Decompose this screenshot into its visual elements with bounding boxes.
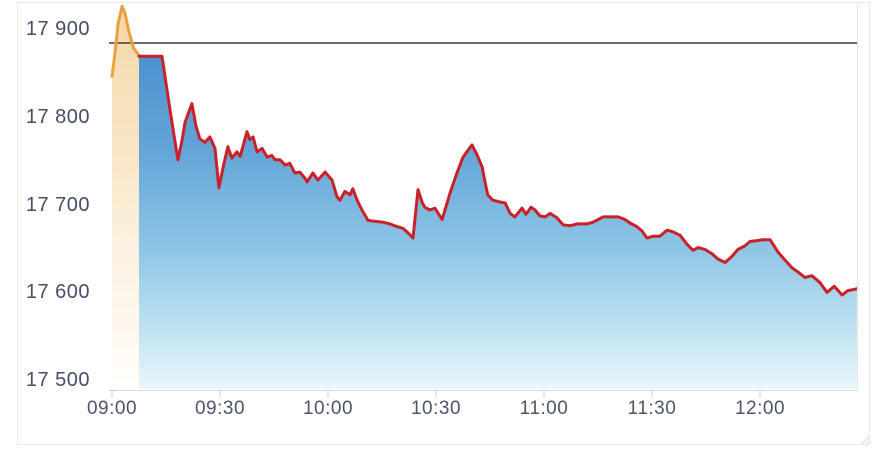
- opening-auction-fill: [112, 6, 139, 389]
- x-axis-label: 11:30: [627, 398, 677, 419]
- resize-grip-line: [865, 440, 871, 446]
- y-axis-label: 17 700: [25, 193, 90, 216]
- y-axis-label: 17 600: [25, 281, 90, 304]
- x-axis-label: 09:30: [194, 398, 246, 419]
- opening-auction-line: [110, 4, 141, 78]
- x-axis-label: 09:00: [86, 398, 138, 419]
- x-axis-label: 10:30: [410, 398, 462, 419]
- x-axis-label: 11:00: [519, 398, 569, 419]
- y-axis-label: 17 500: [25, 369, 90, 392]
- intraday-price-fill: [139, 56, 857, 389]
- resize-grip[interactable]: [861, 436, 871, 446]
- x-axis-label: 12:00: [734, 398, 786, 419]
- y-axis-label: 17 900: [25, 18, 90, 40]
- resize-grip-line: [861, 436, 870, 445]
- y-axis-label: 17 800: [25, 105, 90, 128]
- x-axis-label: 10:00: [302, 398, 354, 419]
- intraday-price-line: [137, 54, 859, 297]
- plot-hover-area[interactable]: [109, 2, 857, 390]
